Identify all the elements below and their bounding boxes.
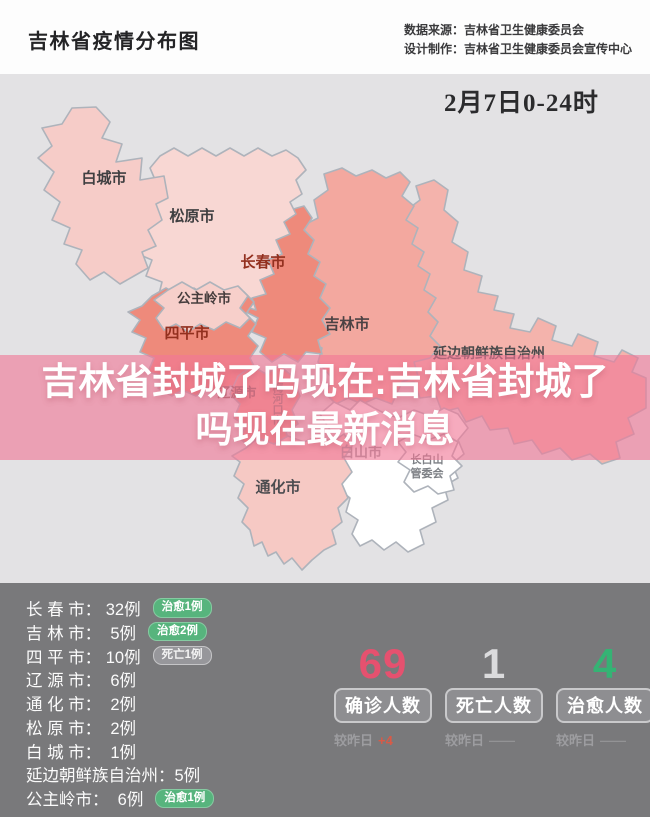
report-date-label: 2月7日0-24时	[444, 90, 599, 117]
delta-value: ——	[600, 733, 627, 748]
case-row: 四 平 市： 10例 死亡1例	[26, 644, 214, 668]
case-row-text: 通 化 市： 2例	[26, 696, 137, 715]
summary-label-pill: 治愈人数	[556, 688, 650, 723]
map-region-baicheng	[37, 106, 169, 285]
map-label-siping: 四平市	[164, 324, 209, 342]
case-row-text: 长 春 市： 32例	[26, 600, 141, 619]
headline-overlay-band	[0, 355, 650, 460]
page-title: 吉林省疫情分布图	[28, 31, 200, 53]
delta-prefix: 较昨日	[334, 733, 374, 748]
cured-badge: 治愈2例	[148, 622, 207, 642]
map-label-changbaishan: 管委会	[411, 466, 445, 480]
summary-label-pill: 死亡人数	[445, 688, 543, 723]
summary-card: 1 死亡人数较昨日 ——	[445, 641, 543, 749]
statistics-panel: 长 春 市： 32例 治愈1例吉 林 市： 5例 治愈2例四 平 市： 10例 死亡1…	[0, 583, 650, 817]
summary-cards: 69 确诊人数 较昨日 +4 1 死亡人数 较昨日 —— 4 治愈人数 较昨日 ——	[334, 641, 650, 749]
map-label-songyuan: 松原市	[169, 207, 214, 225]
summary-card: 69 确诊人数较昨日 +4	[334, 641, 432, 749]
headline-line-1: 吉林省封城了吗现在:吉林省封城了	[41, 361, 609, 402]
case-row: 公主岭市： 6例 治愈1例	[26, 786, 215, 810]
death-badge: 死亡1例	[152, 645, 212, 666]
summary-value: 1	[481, 640, 507, 687]
province-map-area: 延边朝鲜族自治州吉林市长春市松原市白城市四平市公主岭市辽源市白山市长白山管委会通…	[0, 74, 650, 583]
map-label-tonghua: 通化市	[255, 478, 300, 496]
summary-label-pill: 确诊人数	[334, 688, 432, 723]
case-row-text: 延边朝鲜族自治州：5例	[26, 767, 201, 786]
cured-badge: 治愈1例	[152, 598, 212, 618]
case-row: 白 城 市： 1例	[26, 739, 214, 763]
map-label-changchun: 长春市	[240, 253, 285, 271]
case-row-text: 公主岭市： 6例	[26, 791, 144, 810]
case-row-text: 白 城 市： 1例	[26, 743, 137, 762]
header-credits: 数据来源：吉林省卫生健康委员会 设计制作：吉林省卫生健康委员会宣传中心	[404, 21, 632, 59]
data-source-line: 数据来源：吉林省卫生健康委员会	[403, 23, 584, 37]
case-row: 辽 源 市： 6例	[26, 667, 214, 691]
map-region-gongzhuling	[153, 281, 251, 333]
headline-line-2: 吗现在最新消息	[195, 409, 455, 450]
case-row-text: 吉 林 市： 5例	[26, 624, 137, 643]
city-cases-list: 长 春 市： 32例 治愈1例吉 林 市： 5例 治愈2例四 平 市： 10例 死亡1…	[26, 596, 215, 810]
summary-value: 69	[358, 640, 408, 687]
map-label-gongzhuling: 公主岭市	[177, 290, 231, 306]
headline-text: 吉林省封城了吗现在:吉林省封城了 吗现在最新消息	[0, 358, 650, 454]
case-row: 延边朝鲜族自治州：5例	[26, 763, 214, 787]
summary-card: 4 治愈人数较昨日 ——	[556, 641, 650, 749]
map-label-jilin: 吉林市	[324, 315, 369, 333]
header: 吉林省疫情分布图 数据来源：吉林省卫生健康委员会 设计制作：吉林省卫生健康委员会…	[0, 0, 650, 74]
jilin-province-map: 延边朝鲜族自治州吉林市长春市松原市白城市四平市公主岭市辽源市白山市长白山管委会通…	[37, 106, 647, 571]
summary-delta: 较昨日 +4	[334, 730, 393, 749]
summary-value: 4	[592, 640, 618, 687]
case-row-text: 辽 源 市： 6例	[26, 672, 137, 691]
case-row: 长 春 市： 32例 治愈1例	[26, 596, 214, 620]
delta-value: ——	[489, 733, 516, 748]
case-row: 吉 林 市： 5例 治愈2例	[26, 620, 214, 644]
delta-value: +4	[378, 733, 393, 748]
case-row-text: 四 平 市： 10例	[26, 648, 141, 667]
map-label-baicheng: 白城市	[81, 169, 126, 187]
summary-delta: 较昨日 ——	[556, 730, 626, 749]
delta-prefix: 较昨日	[556, 733, 596, 748]
delta-prefix: 较昨日	[445, 733, 485, 748]
case-row: 松 原 市： 2例	[26, 715, 214, 739]
case-row: 通 化 市： 2例	[26, 691, 214, 715]
summary-delta: 较昨日 ——	[445, 730, 515, 749]
cured-badge: 治愈1例	[155, 788, 215, 808]
case-row-text: 松 原 市： 2例	[26, 719, 137, 738]
design-credit-line: 设计制作：吉林省卫生健康委员会宣传中心	[403, 42, 632, 56]
